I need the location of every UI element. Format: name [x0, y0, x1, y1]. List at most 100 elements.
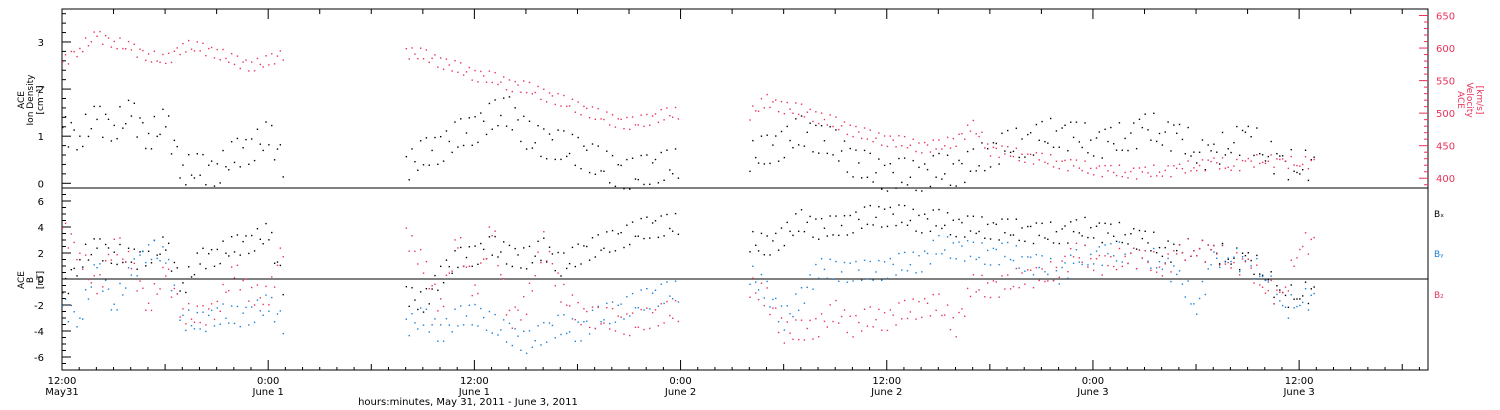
bz-point [156, 293, 158, 295]
velocity-point [465, 71, 468, 73]
bz-point [1247, 258, 1249, 260]
ion-density-point [1024, 156, 1026, 158]
ion-density-point [835, 129, 837, 131]
ion-density-point [677, 177, 680, 179]
ion-density-point [772, 144, 774, 146]
bx-point [113, 251, 115, 253]
bz-point [480, 262, 482, 264]
ion-density-point [196, 153, 198, 155]
velocity-point [591, 106, 594, 108]
bz-point [1029, 269, 1032, 271]
bx-point [651, 222, 654, 224]
bz-point [903, 299, 906, 302]
by-point [242, 312, 244, 314]
bx-point [903, 204, 906, 207]
ion-density-point [485, 133, 488, 136]
bx-point [551, 253, 554, 255]
ion-density-point [1061, 127, 1063, 129]
velocity-point [674, 106, 677, 109]
bx-point [554, 269, 556, 272]
bz-point [849, 315, 851, 317]
ion-density-point [975, 170, 977, 172]
by-point [162, 246, 164, 248]
ion-density-point [1041, 120, 1043, 123]
bx-point [405, 285, 408, 288]
velocity-point [494, 71, 496, 74]
bz-point [915, 318, 917, 320]
velocity-point [1090, 167, 1092, 170]
by-point [488, 310, 491, 313]
by-point [73, 311, 75, 313]
by-point [127, 267, 130, 269]
ion-density-point [216, 163, 219, 165]
ion-density-point [1204, 168, 1207, 171]
velocity-point [883, 135, 886, 137]
by-point [531, 346, 534, 348]
bz-point [167, 268, 170, 271]
by-point [583, 321, 585, 323]
bottom-left-tick-label: -4 [34, 327, 44, 338]
bz-point [1058, 276, 1060, 279]
ion-density-point [786, 125, 788, 128]
ion-density-point [918, 166, 920, 169]
bx-point [1012, 234, 1015, 236]
velocity-point [849, 124, 851, 126]
by-point [1153, 247, 1155, 250]
bx-point [259, 238, 261, 241]
bz-point [147, 302, 150, 304]
x-tick-time-label: 12:00 [872, 376, 901, 387]
ion-density-point [451, 151, 453, 154]
bz-point [649, 327, 651, 330]
by-point [674, 280, 677, 282]
by-point [480, 307, 482, 310]
by-point [511, 344, 514, 347]
velocity-point [815, 111, 817, 113]
by-point [975, 258, 977, 261]
by-point [1038, 266, 1040, 269]
velocity-point [236, 55, 239, 57]
velocity-point [1133, 167, 1135, 169]
bx-point [431, 288, 433, 290]
bx-point [548, 246, 551, 248]
bx-point [634, 235, 637, 238]
by-point [1087, 264, 1089, 266]
velocity-point [462, 74, 465, 76]
velocity-point [210, 46, 213, 49]
bx-point [657, 236, 660, 239]
ion-density-point [520, 140, 522, 143]
by-point [843, 261, 846, 264]
by-point [102, 290, 104, 292]
ion-density-point [964, 181, 966, 184]
bz-point [1175, 253, 1178, 255]
bz-point [629, 334, 631, 337]
bottom-left-tick-label: 0 [38, 275, 44, 286]
bx-point [640, 217, 642, 220]
bx-point [411, 287, 413, 289]
ion-density-point [969, 170, 972, 172]
bz-point [1147, 261, 1149, 264]
bz-point [651, 311, 654, 314]
by-point [1041, 255, 1043, 257]
bz-point [1264, 292, 1267, 294]
bz-point [981, 274, 983, 277]
by-point [858, 269, 860, 271]
by-point [534, 339, 536, 342]
bz-point [1001, 275, 1003, 277]
velocity-point [1178, 163, 1181, 165]
velocity-point [1150, 175, 1152, 178]
bz-point [199, 321, 201, 324]
by-point [1279, 300, 1281, 302]
ion-density-point [245, 138, 247, 141]
velocity-point [921, 152, 923, 154]
by-point [1110, 243, 1112, 245]
by-point [823, 268, 826, 271]
bz-point [1299, 248, 1301, 251]
ion-density-point [428, 164, 430, 166]
ion-density-point [411, 148, 413, 150]
ion-density-point [563, 130, 565, 132]
bx-point [210, 248, 213, 251]
velocity-point [1112, 171, 1115, 174]
ion-density-point [102, 136, 104, 139]
bz-point [1276, 289, 1278, 291]
